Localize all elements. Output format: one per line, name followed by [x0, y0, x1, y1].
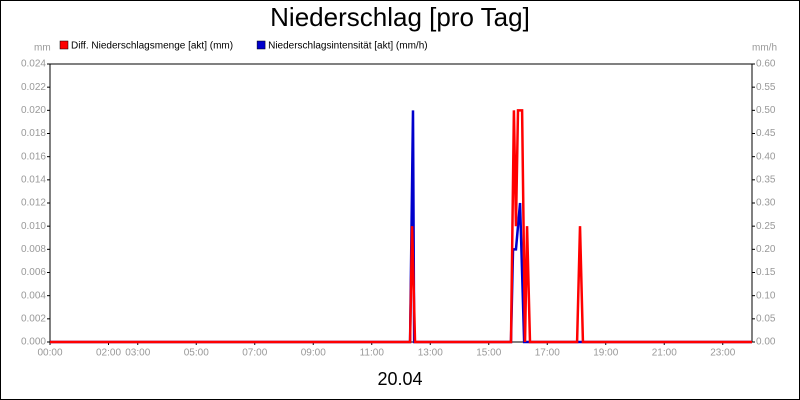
x-tick-label: 03:00 [125, 348, 150, 359]
chart-title: Niederschlag [pro Tag] [270, 2, 530, 32]
legend-label: Diff. Niederschlagsmenge [akt] (mm) [71, 41, 233, 52]
x-tick-label: 23:00 [710, 348, 735, 359]
y-tick-label: 0.012 [21, 198, 46, 209]
x-tick-label: 17:00 [535, 348, 560, 359]
legend-swatch [256, 40, 266, 50]
y2-tick-label: 0.00 [756, 337, 776, 348]
y-tick-label: 0.000 [21, 337, 46, 348]
x-tick-label: 00:00 [37, 348, 62, 359]
x-tick-label: 07:00 [242, 348, 267, 359]
series-line [50, 109, 752, 344]
y-tick-label: 0.010 [21, 221, 46, 232]
y2-tick-label: 0.30 [756, 198, 776, 209]
x-tick-label: 21:00 [652, 348, 677, 359]
y2-tick-label: 0.60 [756, 59, 776, 70]
y-tick-label: 0.014 [21, 174, 46, 185]
y2-tick-label: 0.40 [756, 151, 776, 162]
x-tick-label: 19:00 [593, 348, 618, 359]
y2-tick-label: 0.55 [756, 82, 776, 93]
y-tick-label: 0.006 [21, 267, 46, 278]
y-tick-label: 0.002 [21, 313, 46, 324]
y2-tick-label: 0.15 [756, 267, 776, 278]
x-axis-label: 20.04 [377, 369, 422, 389]
y-tick-label: 0.022 [21, 82, 46, 93]
y2-axis-label: mm/h [752, 43, 777, 54]
legend-swatch [59, 40, 69, 50]
y2-tick-label: 0.10 [756, 290, 776, 301]
y2-tick-label: 0.45 [756, 128, 776, 139]
legend-label: Niederschlagsintensität [akt] (mm/h) [268, 41, 428, 52]
y-tick-label: 0.018 [21, 128, 46, 139]
y2-tick-label: 0.35 [756, 174, 776, 185]
x-tick-label: 09:00 [301, 348, 326, 359]
y-tick-label: 0.020 [21, 105, 46, 116]
x-tick-label: 11:00 [360, 348, 385, 359]
y2-tick-label: 0.20 [756, 244, 776, 255]
x-tick-label: 02:00 [96, 348, 121, 359]
x-tick-label: 15:00 [476, 348, 501, 359]
y2-tick-label: 0.05 [756, 313, 776, 324]
y-tick-label: 0.008 [21, 244, 46, 255]
x-tick-label: 13:00 [418, 348, 443, 359]
y-axis-label: mm [34, 43, 51, 54]
y-tick-label: 0.024 [21, 59, 46, 70]
y2-tick-label: 0.50 [756, 105, 776, 116]
y2-tick-label: 0.25 [756, 221, 776, 232]
y-tick-label: 0.004 [21, 290, 46, 301]
y-tick-label: 0.016 [21, 151, 46, 162]
x-tick-label: 05:00 [184, 348, 209, 359]
